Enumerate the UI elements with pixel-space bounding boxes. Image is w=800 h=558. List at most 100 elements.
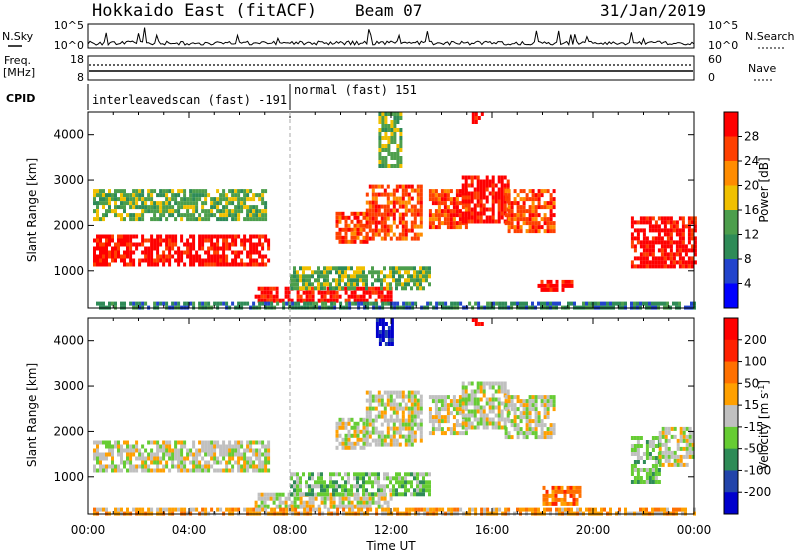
heatmap-cell	[192, 254, 196, 259]
cpid-label: CPID	[6, 92, 35, 105]
heatmap-cell	[195, 254, 199, 259]
heatmap-cell	[255, 468, 259, 473]
heatmap-cell	[368, 406, 372, 411]
heatmap-cell	[669, 264, 673, 269]
heatmap-cell	[201, 440, 205, 445]
heatmap-cell	[479, 215, 483, 220]
heatmap-cell	[476, 421, 480, 426]
heatmap-cell	[257, 286, 261, 291]
heatmap-cell	[401, 274, 404, 279]
heatmap-cell	[419, 286, 422, 291]
heatmap-cell	[344, 504, 348, 509]
heatmap-cell	[440, 407, 444, 412]
heatmap-cell	[368, 442, 372, 447]
heatmap-cell	[485, 421, 489, 426]
heatmap-cell	[651, 440, 655, 444]
heatmap-cell	[651, 252, 655, 257]
heatmap-cell	[144, 209, 148, 214]
heatmap-cell	[231, 464, 235, 469]
heatmap-cell	[234, 262, 238, 267]
heatmap-cell	[207, 301, 211, 306]
heatmap-cell	[111, 209, 114, 214]
heatmap-cell	[389, 488, 392, 493]
heatmap-cell	[228, 262, 232, 267]
heatmap-cell	[114, 507, 117, 512]
heatmap-cell	[156, 448, 160, 453]
heatmap-cell	[168, 189, 172, 194]
heatmap-cell	[378, 132, 382, 136]
heatmap-cell	[353, 290, 357, 295]
heatmap-cell	[639, 252, 643, 257]
heatmap-cell	[476, 409, 480, 414]
heatmap-cell	[461, 413, 465, 418]
heatmap-cell	[531, 431, 535, 436]
heatmap-cell	[186, 242, 190, 247]
heatmap-cell	[513, 197, 517, 202]
heatmap-cell	[566, 489, 570, 494]
heatmap-cell	[311, 298, 315, 303]
heatmap-cell	[234, 460, 238, 465]
heatmap-cell	[225, 193, 229, 198]
heatmap-cell	[338, 504, 342, 509]
heatmap-cell	[117, 440, 120, 445]
heatmap-cell	[96, 301, 99, 306]
heatmap-cell	[673, 426, 677, 431]
heatmap-cell	[323, 298, 327, 303]
heatmap-cell	[117, 213, 120, 218]
heatmap-cell	[395, 208, 399, 213]
heatmap-cell	[455, 423, 459, 428]
heatmap-cell	[658, 446, 662, 451]
heatmap-cell	[126, 460, 129, 465]
heatmap-cell	[525, 399, 529, 404]
heatmap-cell	[219, 460, 223, 465]
heatmap-cell	[395, 266, 398, 271]
heatmap-cell	[234, 193, 238, 198]
heatmap-cell	[516, 415, 520, 420]
heatmap-cell	[222, 301, 226, 306]
heatmap-cell	[525, 209, 529, 214]
heatmap-cell	[476, 385, 480, 390]
heatmap-cell	[497, 215, 501, 220]
heatmap-cell	[323, 270, 326, 275]
heatmap-cell	[258, 238, 262, 243]
heatmap-cell	[422, 274, 425, 279]
heatmap-cell	[290, 282, 293, 287]
heatmap-cell	[461, 195, 465, 200]
heatmap-cell	[651, 224, 655, 229]
heatmap-cell	[353, 211, 357, 216]
heatmap-cell	[519, 399, 523, 404]
heatmap-cell	[225, 262, 229, 267]
heatmap-cell	[679, 426, 683, 431]
heatmap-cell	[308, 500, 312, 505]
heatmap-cell	[201, 238, 205, 243]
heatmap-cell	[678, 248, 682, 253]
heatmap-cell	[392, 274, 395, 279]
heatmap-cell	[413, 394, 417, 399]
heatmap-cell	[162, 440, 166, 445]
heatmap-cell	[444, 301, 448, 306]
heatmap-cell	[189, 197, 193, 202]
heatmap-cell	[374, 476, 377, 481]
heatmap-cell	[192, 468, 196, 473]
heatmap-cell	[516, 193, 520, 198]
heatmap-cell	[413, 472, 416, 477]
heatmap-cell	[691, 430, 695, 435]
heatmap-cell	[99, 189, 102, 194]
heatmap-cell	[368, 294, 372, 299]
heatmap-cell	[195, 205, 199, 210]
heatmap-cell	[531, 201, 535, 206]
heatmap-cell	[558, 507, 561, 512]
heatmap-cell	[150, 238, 154, 243]
heatmap-cell	[633, 228, 637, 233]
heatmap-cell	[272, 492, 276, 497]
heatmap-cell	[138, 262, 142, 267]
heatmap-cell	[347, 215, 351, 220]
heatmap-cell	[228, 242, 232, 247]
heatmap-cell	[246, 209, 250, 214]
heatmap-cell	[401, 266, 404, 271]
heatmap-cell	[672, 301, 675, 306]
heatmap-cell	[293, 472, 296, 477]
heatmap-cell	[482, 187, 486, 192]
heatmap-cell	[537, 435, 541, 440]
heatmap-cell	[105, 242, 108, 247]
